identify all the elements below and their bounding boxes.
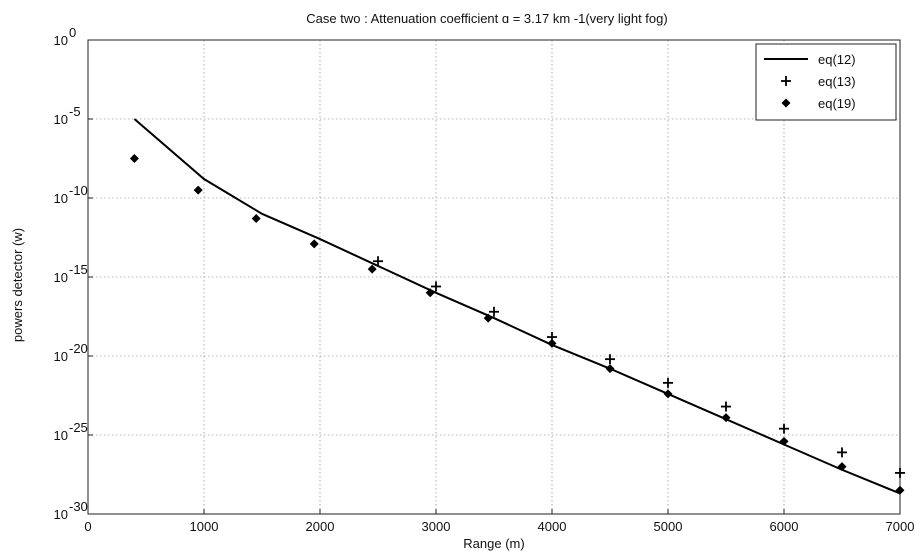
x-tick-label: 3000 [422, 519, 451, 534]
legend-label: eq(19) [818, 96, 856, 111]
data-point [309, 239, 319, 249]
data-point [779, 436, 789, 446]
y-tick-label: 10 [54, 349, 68, 364]
y-tick-label: 10 [54, 33, 68, 48]
legend-swatch [781, 98, 791, 108]
series-layer [129, 118, 905, 495]
y-tick-exponent: -25 [69, 420, 88, 435]
data-point [895, 467, 905, 478]
data-point [373, 256, 383, 267]
data-point [129, 154, 139, 163]
data-point [193, 185, 203, 195]
y-tick-label: 10 [54, 507, 68, 522]
y-tick-exponent: -30 [69, 499, 88, 514]
data-point [837, 462, 847, 472]
y-tick-exponent: -10 [69, 183, 88, 198]
data-point [547, 338, 557, 348]
data-point [663, 377, 673, 388]
y-tick-exponent: -5 [69, 104, 81, 119]
x-tick-label: 6000 [770, 519, 799, 534]
x-axis-label: Range (m) [463, 536, 524, 551]
data-point [663, 389, 673, 399]
y-tick-label: 10 [54, 270, 68, 285]
legend: eq(12) eq(13) eq(19) [755, 43, 897, 121]
series-eq(19) [129, 154, 905, 495]
y-tick-exponent: 0 [69, 25, 76, 40]
y-tick-exponent: -15 [69, 262, 88, 277]
data-point [367, 264, 377, 274]
data-point [431, 281, 441, 292]
x-tick-label: 7000 [886, 519, 915, 534]
data-point [721, 413, 731, 423]
data-point [721, 401, 731, 412]
series-eq(13) [373, 256, 905, 478]
x-tick-label: 0 [84, 519, 91, 534]
series-line [133, 118, 901, 495]
chart-title: Case two : Attenuation coefficient ɑ = 3… [306, 11, 667, 26]
legend-label: eq(12) [818, 52, 856, 67]
data-point [489, 306, 499, 317]
data-point [895, 485, 905, 495]
y-tick-exponent: -20 [69, 341, 88, 356]
data-point [605, 354, 615, 365]
data-point [425, 288, 435, 298]
x-tick-label: 5000 [654, 519, 683, 534]
y-tick-label: 10 [54, 191, 68, 206]
data-point [483, 313, 493, 323]
x-tick-label: 4000 [538, 519, 567, 534]
y-tick-label: 10 [54, 428, 68, 443]
y-tick-label: 10 [54, 112, 68, 127]
legend-box [755, 43, 897, 121]
data-point [605, 364, 615, 374]
legend-label: eq(13) [818, 74, 856, 89]
legend-swatch [781, 76, 791, 86]
data-point [837, 447, 847, 458]
data-point [779, 423, 789, 434]
x-tick-label: 1000 [190, 519, 219, 534]
x-tick-label: 2000 [306, 519, 335, 534]
x-axis: 0 1000 2000 3000 4000 5000 6000 7000 [84, 509, 914, 534]
series-eq(12) [133, 118, 901, 495]
y-axis-label: powers detector (w) [10, 228, 25, 342]
data-point [251, 214, 261, 224]
